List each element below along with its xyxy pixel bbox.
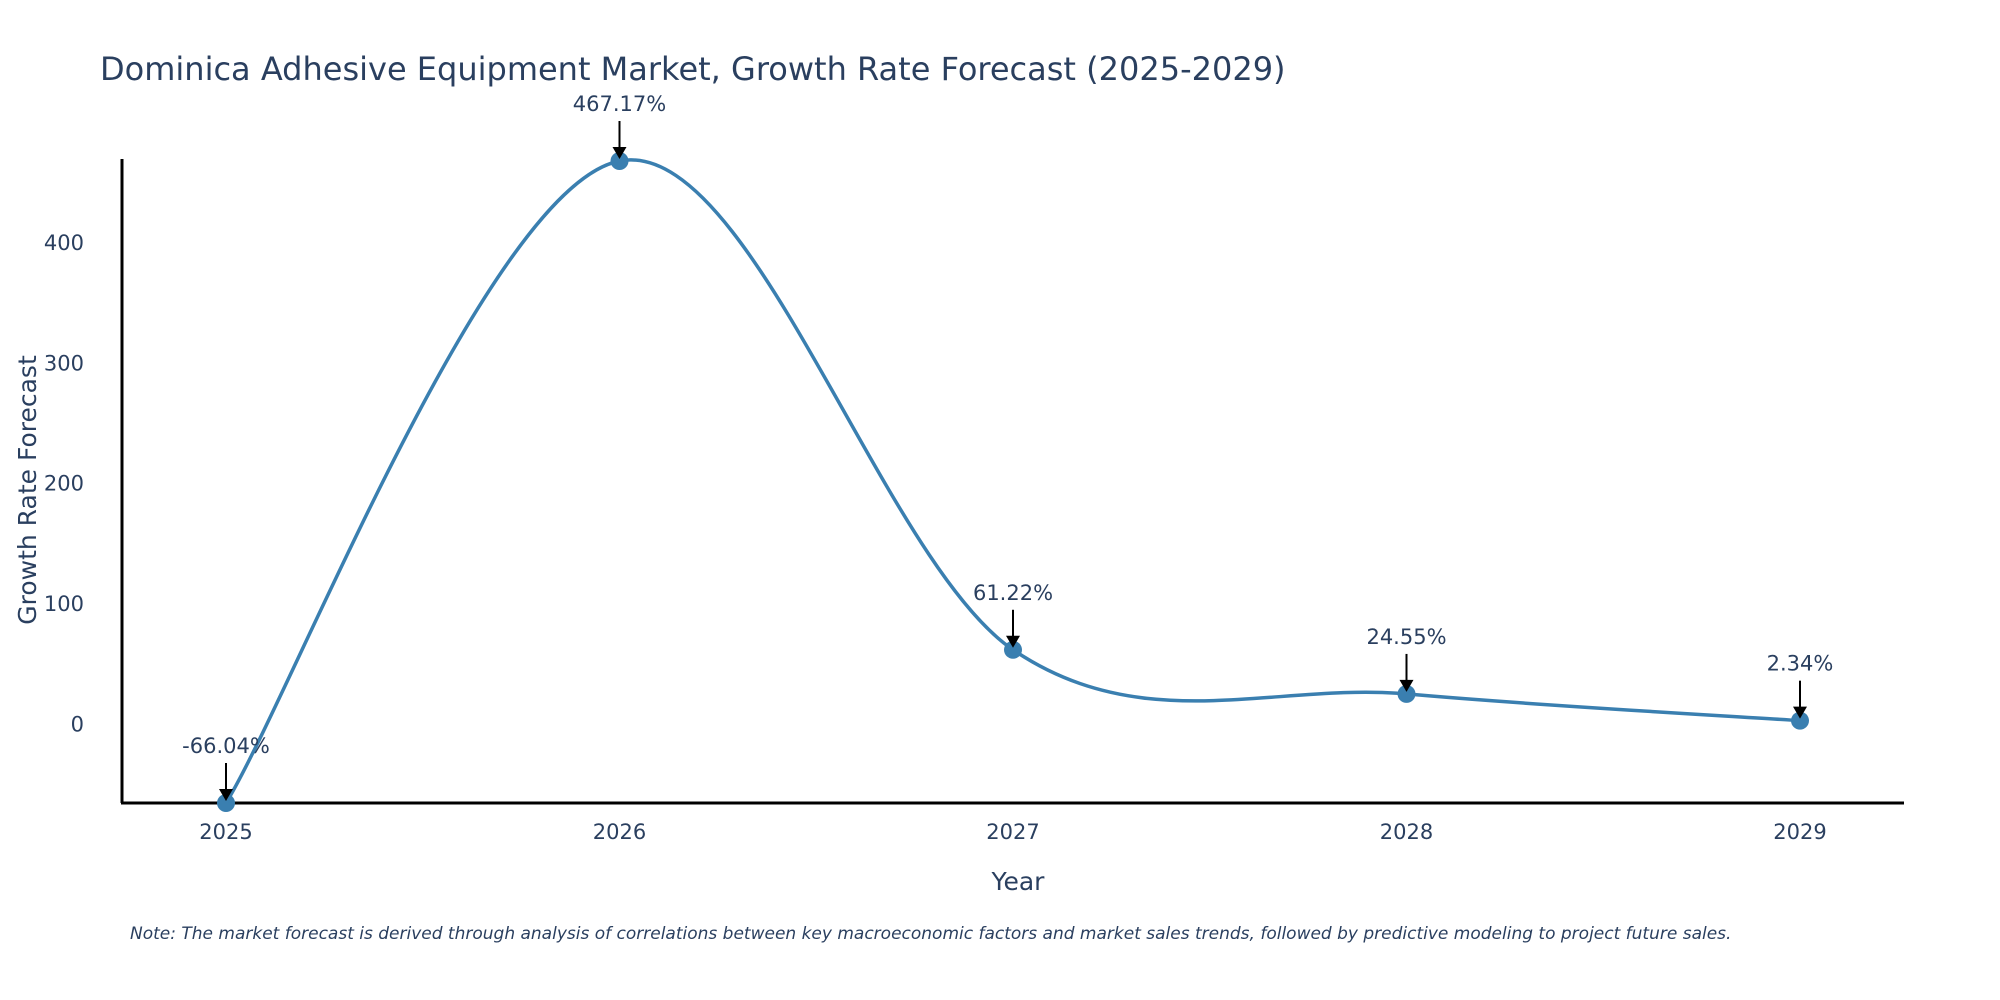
x-tick-label: 2028 xyxy=(1380,820,1433,844)
x-tick-label: 2025 xyxy=(199,820,252,844)
y-tick-label: 0 xyxy=(71,712,84,736)
data-label: -66.04% xyxy=(182,734,270,758)
data-point xyxy=(610,152,629,170)
y-tick-label: 300 xyxy=(44,351,84,375)
data-label: 61.22% xyxy=(973,581,1053,605)
axes xyxy=(120,159,1904,805)
annotation-arrowhead xyxy=(219,789,233,801)
data-label: 467.17% xyxy=(573,92,666,116)
series-group xyxy=(224,158,1801,804)
chart-note: Note: The market forecast is derived thr… xyxy=(130,924,1731,944)
data-labels-group: -66.04% 467.17% 61.22% 24.55% 2.34% xyxy=(182,92,1833,801)
data-point xyxy=(1397,684,1416,703)
x-axis-title: Year xyxy=(991,867,1046,896)
chart-title: Dominica Adhesive Equipment Market, Grow… xyxy=(100,50,1286,88)
annotation-arrowhead xyxy=(1793,706,1807,719)
markers-group xyxy=(217,152,1809,812)
data-point xyxy=(217,794,235,812)
x-tick-label: 2027 xyxy=(986,820,1039,844)
data-label: 2.34% xyxy=(1767,652,1834,676)
annotation-arrowhead xyxy=(612,147,627,159)
y-ticks: 0 100 200 300 400 xyxy=(44,231,84,737)
y-axis-title: Growth Rate Forecast xyxy=(13,355,42,625)
x-ticks: 2025 2026 2027 2028 2029 xyxy=(199,820,1826,844)
annotation-arrowhead xyxy=(1399,679,1414,692)
x-tick-label: 2026 xyxy=(593,820,646,844)
y-tick-label: 200 xyxy=(44,472,84,496)
data-point xyxy=(1791,711,1809,730)
series-line xyxy=(224,158,1801,804)
annotation-arrowhead xyxy=(1006,635,1020,648)
y-tick-label: 100 xyxy=(44,592,84,616)
y-tick-label: 400 xyxy=(44,231,84,255)
x-tick-label: 2029 xyxy=(1773,820,1826,844)
data-point xyxy=(1004,640,1022,659)
data-label: 24.55% xyxy=(1366,625,1446,649)
